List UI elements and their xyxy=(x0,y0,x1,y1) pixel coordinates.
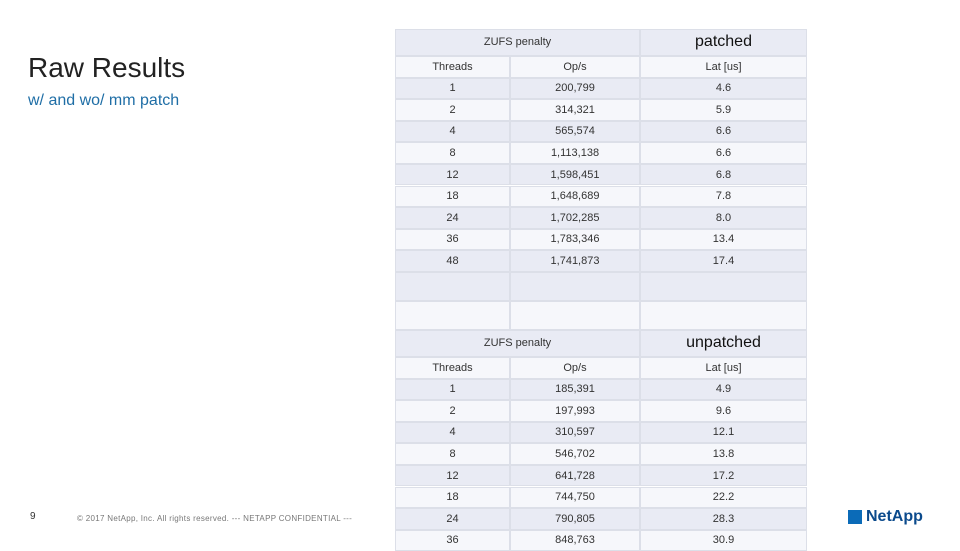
table-cell: 565,574 xyxy=(510,120,640,143)
table-cell: 12 xyxy=(395,464,510,487)
table-cell: 6.8 xyxy=(640,163,807,186)
table-cell: 4.6 xyxy=(640,77,807,100)
table-cell: 185,391 xyxy=(510,378,640,401)
table-cell: 7.8 xyxy=(640,185,807,208)
table-cell: 18 xyxy=(395,486,510,509)
column-header: Op/s xyxy=(510,56,640,78)
table-variant: unpatched xyxy=(640,330,807,357)
table-cell: 13.4 xyxy=(640,228,807,251)
table-cell: 1 xyxy=(395,378,510,401)
table-cell: 641,728 xyxy=(510,464,640,487)
table-cell: 12 xyxy=(395,163,510,186)
table-cell: 13.8 xyxy=(640,443,807,465)
empty-cell xyxy=(510,271,640,301)
table-cell: 8 xyxy=(395,443,510,465)
table-cell: 8.0 xyxy=(640,207,807,229)
table-cell: 24 xyxy=(395,508,510,530)
table-cell: 4 xyxy=(395,421,510,444)
empty-cell xyxy=(640,271,807,301)
table-cell: 2 xyxy=(395,400,510,422)
empty-cell xyxy=(395,300,510,330)
table-cell: 314,321 xyxy=(510,99,640,121)
page-number: 9 xyxy=(30,511,36,522)
slide-title: Raw Results xyxy=(28,52,186,83)
column-header: Lat [us] xyxy=(640,56,807,78)
table-cell: 22.2 xyxy=(640,486,807,509)
table-cell: 1,702,285 xyxy=(510,207,640,229)
footer: © 2017 NetApp, Inc. All rights reserved.… xyxy=(77,514,353,523)
empty-cell xyxy=(395,271,510,301)
table-cell: 8 xyxy=(395,142,510,164)
slide-subtitle: w/ and wo/ mm patch xyxy=(28,92,180,109)
table-cell: 17.2 xyxy=(640,464,807,487)
logo-icon xyxy=(848,510,862,524)
column-header: Lat [us] xyxy=(640,357,807,379)
table-cell: 30.9 xyxy=(640,529,807,551)
table-cell: 18 xyxy=(395,185,510,208)
table-cell: 1,783,346 xyxy=(510,228,640,251)
table-cell: 197,993 xyxy=(510,400,640,422)
table-cell: 36 xyxy=(395,529,510,551)
table-cell: 12.1 xyxy=(640,421,807,444)
table-cell: 1,741,873 xyxy=(510,250,640,272)
table-cell: 17.4 xyxy=(640,250,807,272)
table-cell: 200,799 xyxy=(510,77,640,100)
empty-cell xyxy=(510,300,640,330)
table-cell: 1,598,451 xyxy=(510,163,640,186)
empty-cell xyxy=(640,300,807,330)
table-cell: 5.9 xyxy=(640,99,807,121)
logo-text: NetApp xyxy=(866,508,923,525)
table-cell: 1,648,689 xyxy=(510,185,640,208)
table-cell: 310,597 xyxy=(510,421,640,444)
table-cell: 36 xyxy=(395,228,510,251)
table-caption: ZUFS penalty xyxy=(395,330,640,357)
table-cell: 28.3 xyxy=(640,508,807,530)
table-caption: ZUFS penalty xyxy=(395,29,640,56)
column-header: Op/s xyxy=(510,357,640,379)
table-cell: 790,805 xyxy=(510,508,640,530)
table-cell: 848,763 xyxy=(510,529,640,551)
table-cell: 9.6 xyxy=(640,400,807,422)
table-cell: 1,113,138 xyxy=(510,142,640,164)
table-cell: 546,702 xyxy=(510,443,640,465)
table-cell: 4 xyxy=(395,120,510,143)
table-cell: 24 xyxy=(395,207,510,229)
table-cell: 4.9 xyxy=(640,378,807,401)
table-variant: patched xyxy=(640,29,807,56)
table-cell: 48 xyxy=(395,250,510,272)
table-cell: 6.6 xyxy=(640,142,807,164)
table-cell: 2 xyxy=(395,99,510,121)
column-header: Threads xyxy=(395,56,510,78)
table-cell: 744,750 xyxy=(510,486,640,509)
logo: NetApp xyxy=(848,508,923,526)
table-cell: 6.6 xyxy=(640,120,807,143)
column-header: Threads xyxy=(395,357,510,379)
table-cell: 1 xyxy=(395,77,510,100)
